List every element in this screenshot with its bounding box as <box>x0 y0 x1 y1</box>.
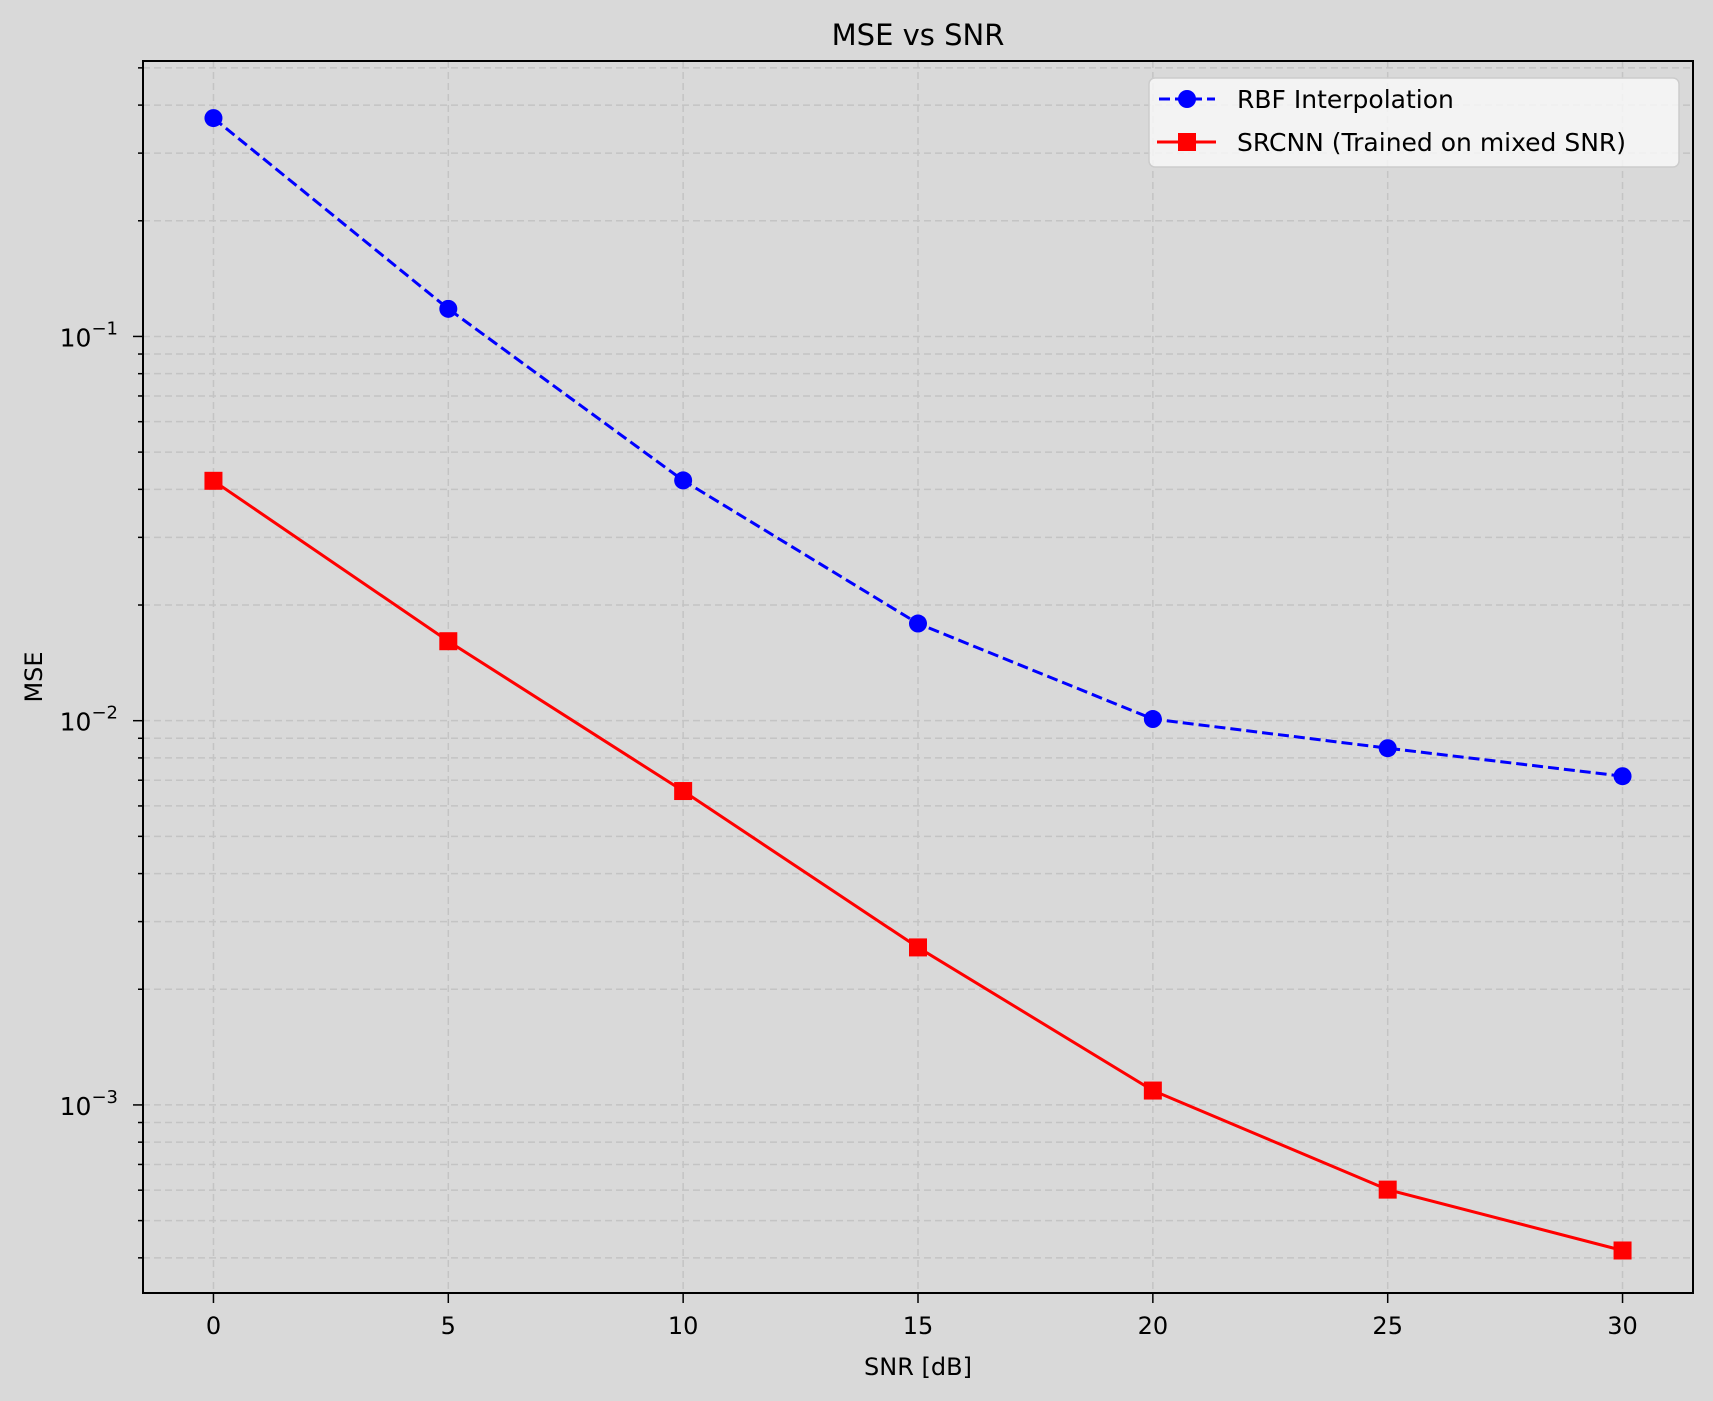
data-series <box>204 109 1632 1260</box>
data-point-circle <box>1378 739 1397 758</box>
data-point-circle <box>1143 710 1162 729</box>
data-point-circle <box>1613 767 1632 786</box>
x-tick-label: 15 <box>903 1312 934 1340</box>
data-point-square <box>674 782 693 801</box>
legend: RBF Interpolation SRCNN (Trained on mixe… <box>1148 77 1680 168</box>
x-tick-label: 5 <box>441 1312 456 1340</box>
x-tick-label: 25 <box>1372 1312 1403 1340</box>
circle-marker-icon <box>1178 90 1196 108</box>
legend-label-rbf: RBF Interpolation <box>1237 85 1454 114</box>
grid-lines <box>143 61 1693 1293</box>
chart-title: MSE vs SNR <box>832 18 1005 52</box>
y-tick-label: 10−1 <box>60 318 118 352</box>
axis-ticks: 0 5 10 15 20 25 30 10−1 10−2 10−3 <box>60 67 1638 1340</box>
data-point-square <box>439 632 458 651</box>
data-point-circle <box>909 614 927 633</box>
data-point-circle <box>674 471 693 490</box>
legend-entry-rbf: RBF Interpolation <box>1159 85 1454 114</box>
data-point-square <box>1143 1081 1162 1100</box>
legend-box <box>1148 77 1680 168</box>
y-tick-label: 10−3 <box>60 1087 118 1121</box>
legend-label-srcnn: SRCNN (Trained on mixed SNR) <box>1237 128 1626 157</box>
x-tick-label: 0 <box>206 1312 221 1340</box>
data-point-square <box>909 938 927 957</box>
y-tick-label: 10−2 <box>60 703 118 737</box>
x-tick-label: 20 <box>1138 1312 1169 1340</box>
x-axis-label: SNR [dB] <box>864 1353 972 1381</box>
legend-entry-srcnn: SRCNN (Trained on mixed SNR) <box>1157 128 1626 157</box>
x-tick-label: 10 <box>668 1312 699 1340</box>
data-point-square <box>204 471 223 490</box>
data-point-circle <box>439 299 458 318</box>
square-marker-icon <box>1178 133 1196 151</box>
y-axis-label: MSE <box>20 651 48 702</box>
x-tick-label: 30 <box>1607 1312 1638 1340</box>
data-point-square <box>1613 1241 1632 1260</box>
data-point-square <box>1378 1180 1397 1199</box>
data-point-circle <box>204 109 223 128</box>
